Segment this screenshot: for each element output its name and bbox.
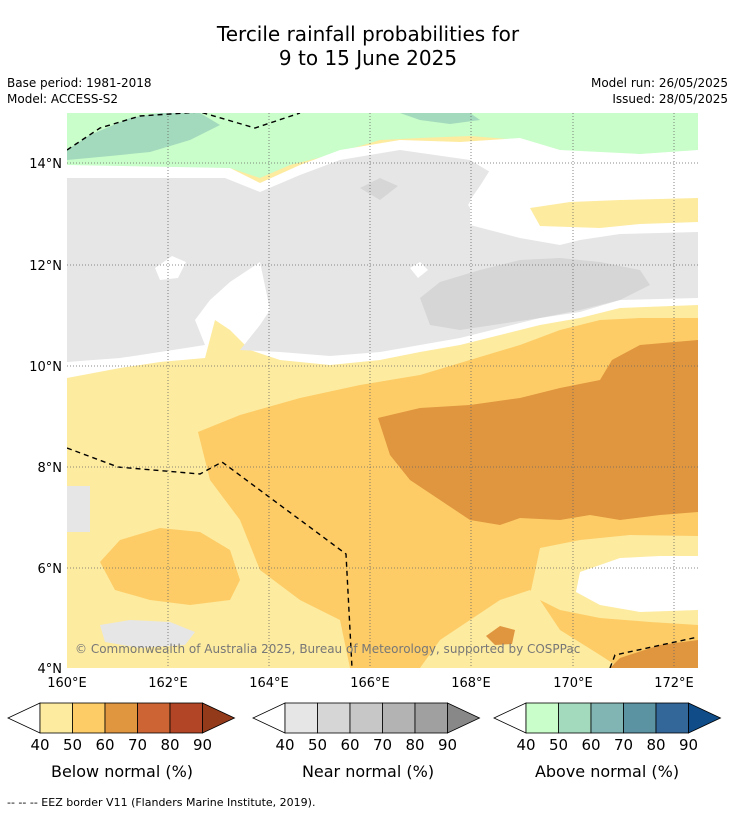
- colorbar-tick-label: 80: [405, 736, 424, 754]
- colorbar-tick-label: 50: [63, 736, 82, 754]
- meta-left: Base period: 1981-2018 Model: ACCESS-S2: [7, 75, 152, 107]
- colorbar-segment: [623, 702, 657, 734]
- eez-border-southeast: [609, 636, 698, 668]
- colorbar-segment: [72, 702, 106, 734]
- colorbar-tick-label: 50: [308, 736, 327, 754]
- lat-label: 4°N: [38, 662, 63, 677]
- model-name: Model: ACCESS-S2: [7, 92, 119, 106]
- legend-title-near: Near normal (%): [301, 762, 435, 781]
- colorbar-tick-label: 70: [373, 736, 392, 754]
- colorbar-tick-label: 40: [516, 736, 535, 754]
- colorbar-min-arrow: [252, 702, 286, 734]
- eez-footnote: -- -- -- EEZ border V11 (Flanders Marine…: [7, 796, 316, 809]
- colorbar-segment: [525, 702, 559, 734]
- eez-border-north: [67, 113, 301, 151]
- colorbar-segment: [284, 702, 318, 734]
- near-50-region: [420, 258, 650, 330]
- lat-label: 12°N: [29, 259, 62, 274]
- white-hole-east-inner: [576, 556, 698, 612]
- colorbar-tick-label: 80: [646, 736, 665, 754]
- lat-label: 10°N: [29, 360, 62, 375]
- lon-label: 162°E: [148, 676, 188, 691]
- colorbar-segment: [317, 702, 351, 734]
- lat-label: 14°N: [29, 157, 62, 172]
- colorbar-min-arrow: [493, 702, 527, 734]
- colorbar-segment: [39, 702, 73, 734]
- title-line-1: Tercile rainfall probabilities for: [216, 22, 520, 46]
- colorbar-tick-label: 90: [679, 736, 698, 754]
- colorbar-max-arrow: [202, 702, 236, 734]
- lon-axis: 160°E 162°E 164°E 166°E 168°E 170°E 172°…: [47, 676, 694, 691]
- above-40-region: [67, 113, 698, 178]
- issued-date: Issued: 28/05/2025: [612, 92, 728, 106]
- lon-label: 166°E: [350, 676, 390, 691]
- colorbar-segment: [382, 702, 416, 734]
- colorbar-min-arrow: [7, 702, 41, 734]
- graticule: [67, 113, 698, 668]
- colorbar-segment: [414, 702, 448, 734]
- colorbar-segment: [169, 702, 203, 734]
- colorbar-tick-label: 40: [275, 736, 294, 754]
- legend-title-above: Above normal (%): [534, 762, 680, 781]
- near-40-sw: [100, 620, 195, 648]
- lon-label: 170°E: [553, 676, 593, 691]
- colorbar: 40 50 60 70 80 90: [493, 702, 722, 754]
- below-40-ne: [530, 198, 698, 228]
- colorbar-max-arrow: [688, 702, 722, 734]
- colorbar-tick-label: 90: [438, 736, 457, 754]
- white-hole-small-2: [410, 262, 428, 278]
- colorbar-segment: [349, 702, 383, 734]
- colorbar: 40 50 60 70 80 90: [252, 702, 481, 754]
- legend-title-below: Below normal (%): [50, 762, 194, 781]
- colorbar-tick-label: 90: [193, 736, 212, 754]
- model-run: Model run: 26/05/2025: [590, 76, 728, 90]
- colorbar-tick-label: 40: [30, 736, 49, 754]
- below-60-se: [610, 640, 698, 668]
- colorbar-tick-label: 60: [95, 736, 114, 754]
- near-50-patch: [360, 178, 398, 200]
- title-line-2: 9 to 15 June 2025: [278, 46, 458, 70]
- colorbar-tick-label: 60: [581, 736, 600, 754]
- lon-label: 160°E: [47, 676, 87, 691]
- below-60-south: [486, 626, 515, 645]
- colorbar-segment: [558, 702, 592, 734]
- colorbar-tick-label: 60: [340, 736, 359, 754]
- above-50-region-east: [400, 113, 480, 124]
- legends: 40 50 60 70 80 90 40 50 60 70 80 90 40 50 60 70 80 90: [7, 702, 722, 754]
- eez-border-west: [67, 447, 353, 668]
- colorbar-segment: [590, 702, 624, 734]
- lat-label: 6°N: [38, 562, 63, 577]
- above-50-region: [67, 113, 220, 160]
- meta-right: Model run: 26/05/2025 Issued: 28/05/2025: [591, 75, 728, 107]
- map-fills: [67, 113, 698, 668]
- colorbar-tick-label: 70: [614, 736, 633, 754]
- colorbar-tick-label: 80: [160, 736, 179, 754]
- colorbar-tick-label: 70: [128, 736, 147, 754]
- lat-label: 8°N: [38, 461, 63, 476]
- colorbar-tick-label: 50: [549, 736, 568, 754]
- white-hole-small: [155, 256, 186, 280]
- probability-map: 14°N 12°N 10°N 8°N 6°N 4°N 160°E 162°E 1…: [29, 113, 698, 691]
- copyright-notice: © Commonwealth of Australia 2025, Bureau…: [75, 642, 580, 656]
- below-50-sw: [100, 528, 240, 605]
- below-60-region: [378, 340, 698, 525]
- colorbar-max-arrow: [447, 702, 481, 734]
- colorbar-segment: [655, 702, 689, 734]
- near-40-west-mid: [67, 486, 90, 532]
- colorbar: 40 50 60 70 80 90: [7, 702, 236, 754]
- colorbar-segment: [137, 702, 171, 734]
- lon-label: 168°E: [451, 676, 491, 691]
- lat-axis: 14°N 12°N 10°N 8°N 6°N 4°N: [29, 157, 62, 677]
- base-period: Base period: 1981-2018: [7, 76, 152, 90]
- colorbar-segment: [104, 702, 138, 734]
- lon-label: 172°E: [654, 676, 694, 691]
- chart-title: Tercile rainfall probabilities for 9 to …: [0, 22, 736, 70]
- lon-label: 164°E: [249, 676, 289, 691]
